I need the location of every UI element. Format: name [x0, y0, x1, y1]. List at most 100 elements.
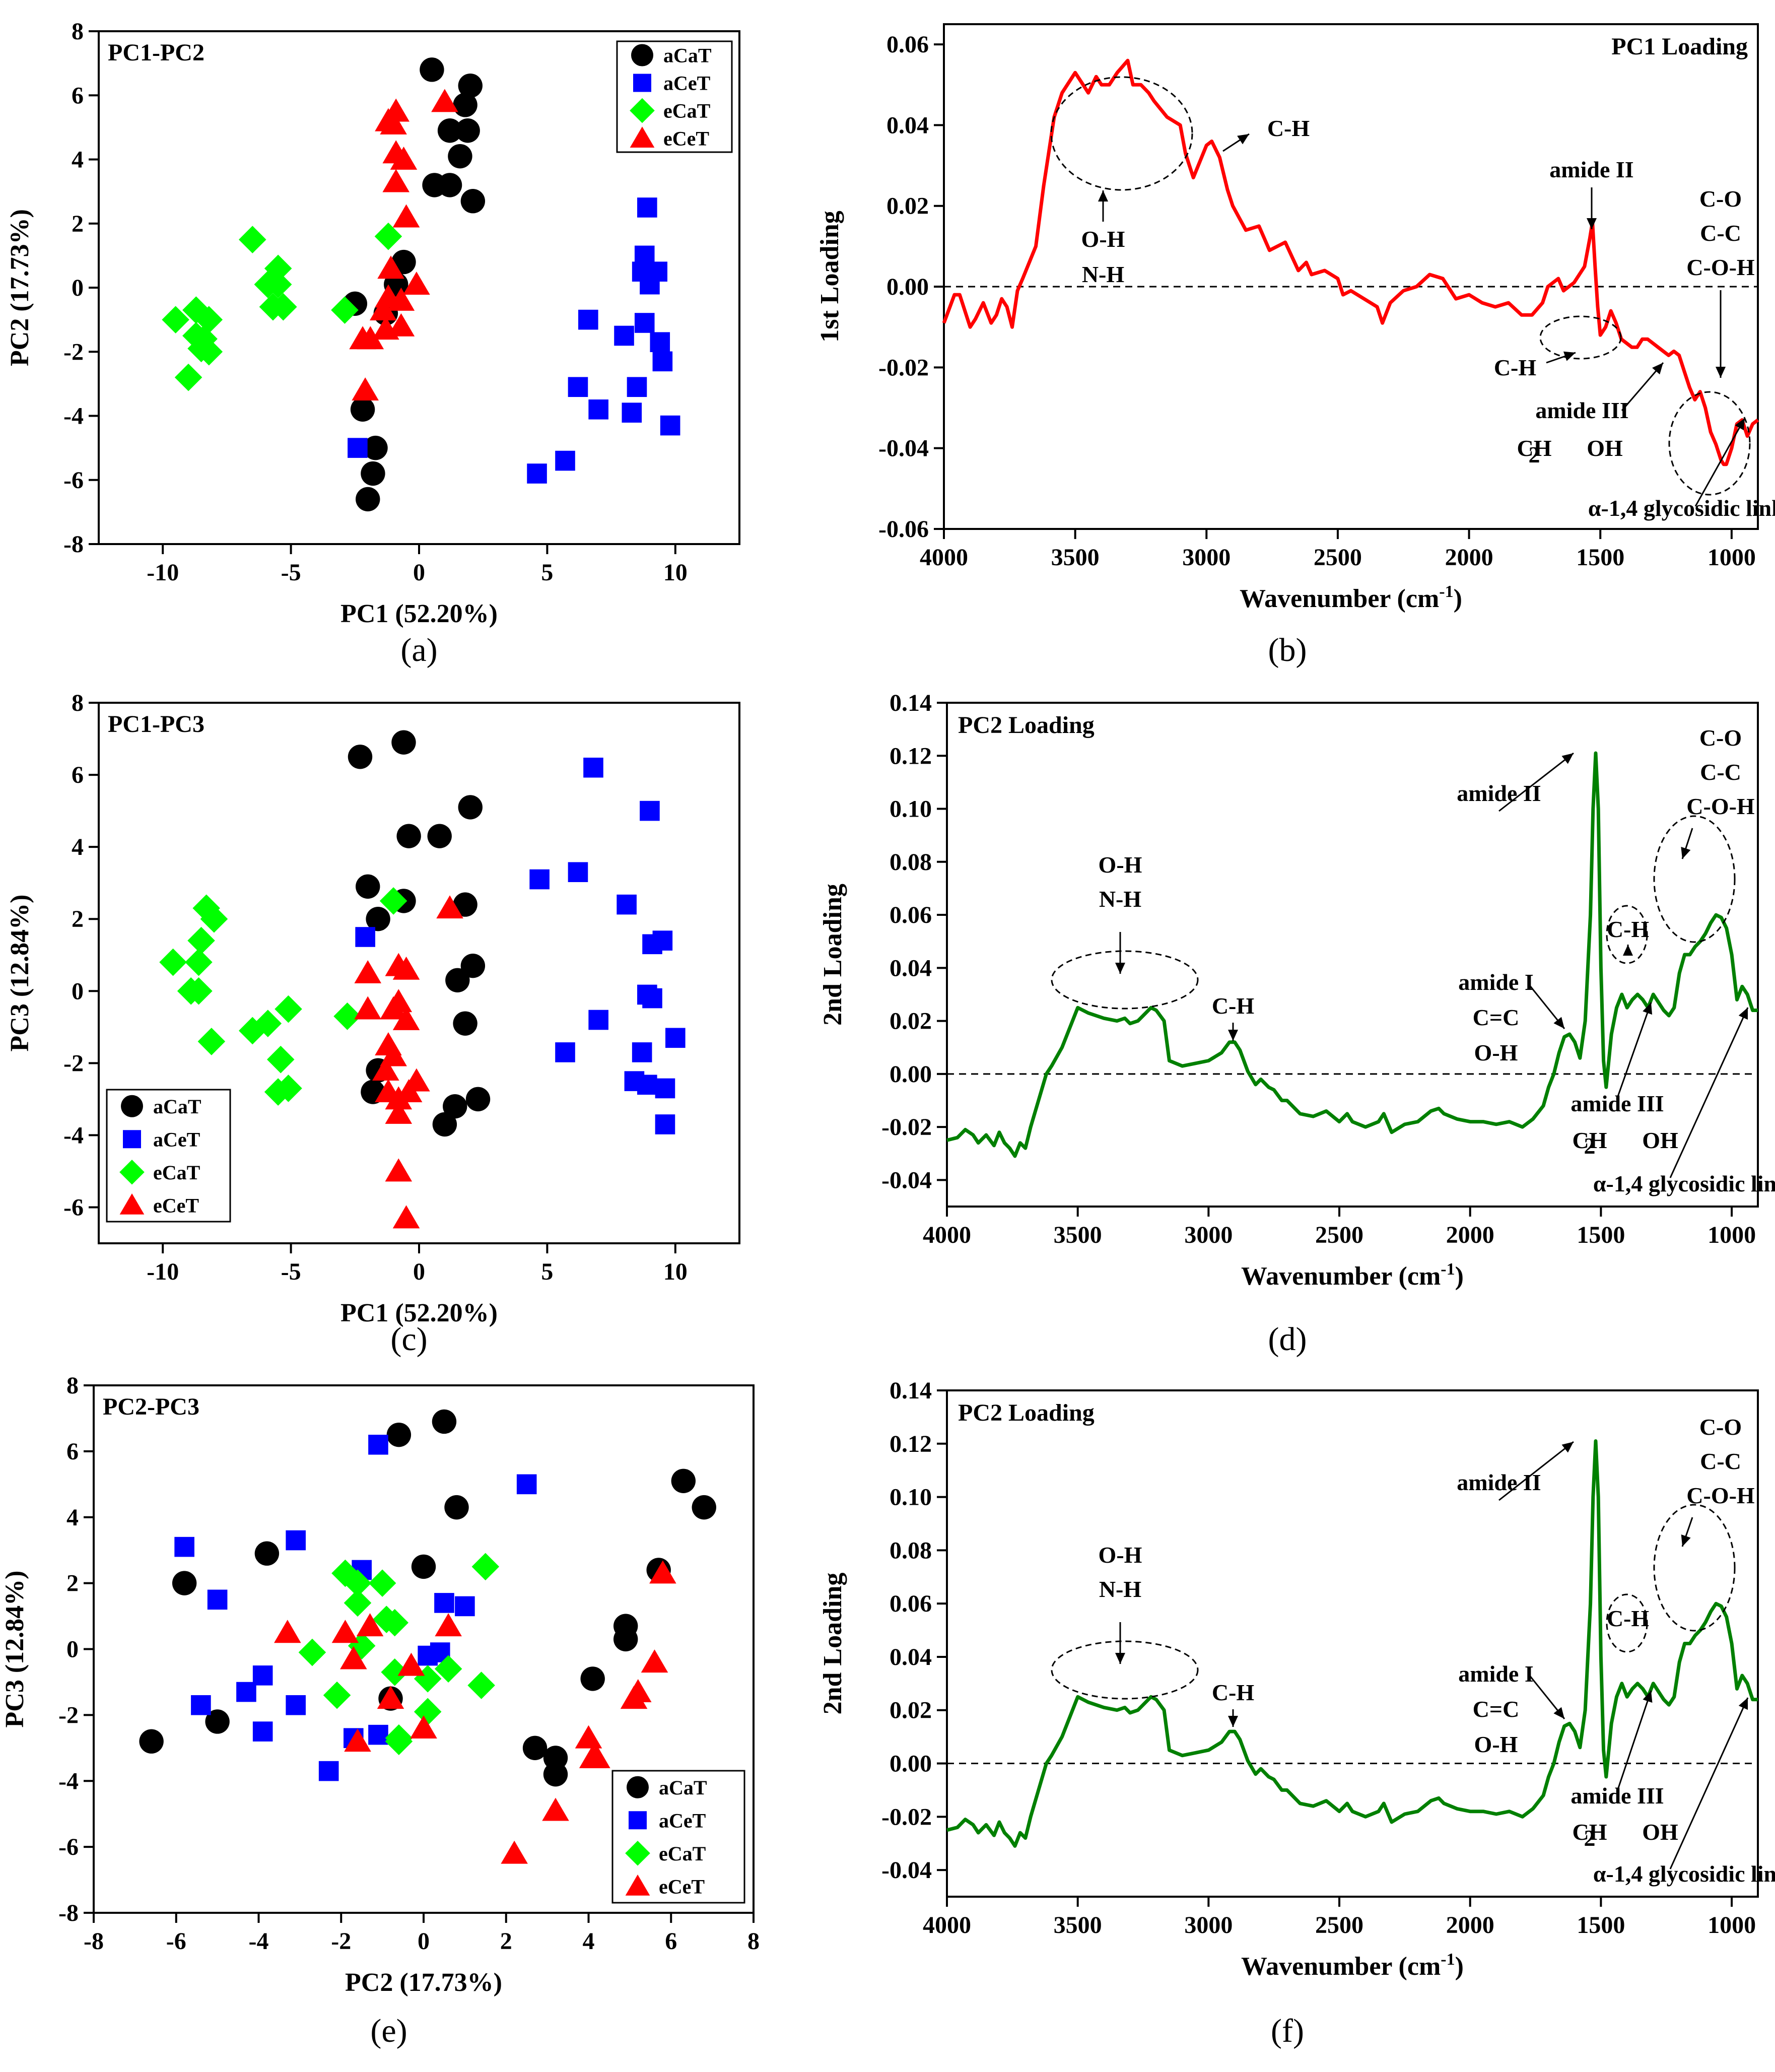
y-tick-label: -2: [63, 339, 84, 365]
point-aCeT: [583, 757, 603, 778]
annotation-label: α-1,4 glycosidic linkage: [1588, 495, 1775, 521]
point-aCeT: [318, 1761, 339, 1781]
scatter-points: [139, 1409, 716, 1864]
annotation-label: CH: [1517, 435, 1552, 461]
annotation-label: C-C: [1700, 759, 1741, 785]
point-eCeT: [392, 1205, 420, 1229]
y-tick-label: -0.04: [881, 1857, 932, 1884]
chart-c: -10 -5 0 5 10 -6 -4 -2 0 2 4 6 8 PC1-PC3 PC1 (52.20%) P…: [6, 690, 740, 1327]
x-tick-label: 1000: [1708, 544, 1756, 571]
annotation-label: C-H: [1494, 355, 1537, 380]
annotation-arrow: [1616, 1690, 1652, 1793]
legend-marker-eCeT: [119, 1193, 145, 1215]
legend-label-aCeT: aCeT: [659, 1809, 706, 1832]
annotation-arrow: [1616, 1002, 1652, 1100]
x-axis-label-end: ): [1454, 584, 1462, 613]
legend-marker-eCaT: [119, 1159, 145, 1185]
point-eCaT: [187, 335, 215, 363]
annotation-label: C-O: [1699, 1414, 1742, 1440]
point-eCaT: [374, 222, 402, 250]
point-aCeT: [529, 869, 550, 890]
annotation-label: C-H: [1212, 993, 1255, 1019]
y-tick-label: -0.02: [881, 1803, 932, 1830]
legend-label-aCeT: aCeT: [153, 1128, 200, 1151]
annotation-label: O-H: [1099, 1542, 1142, 1568]
point-aCeT: [588, 399, 608, 420]
x-tick-label: 10: [663, 1258, 688, 1285]
plot-frame: [946, 702, 1759, 1208]
y-tick-label: 0.04: [890, 1644, 932, 1670]
point-aCeT: [568, 377, 588, 397]
annotation-arrow: [1669, 1697, 1749, 1869]
point-eCaT: [344, 1589, 372, 1617]
annotation-arrow: [1498, 752, 1574, 812]
x-tick-label: 2500: [1314, 544, 1362, 571]
point-aCeT: [434, 1593, 454, 1613]
x-tick-label: 2500: [1315, 1222, 1363, 1248]
x-tick-label: 2: [500, 1928, 512, 1955]
x-tick-label: 10: [663, 559, 688, 586]
chart-a: -10 -5 0 5 10 -8 -6 -4 -2 0 2 4 6 8 PC1-PC2 PC1 (52.20%…: [6, 18, 740, 628]
chart-title: PC1-PC3: [108, 711, 204, 738]
point-aCaT: [386, 1422, 412, 1447]
point-eCaT: [259, 293, 287, 321]
legend: aCaT aCeT eCaT eCeT: [611, 1770, 745, 1904]
loading-line: [946, 1439, 1758, 1848]
y-tick-label: 0.10: [890, 1484, 932, 1511]
point-aCeT: [652, 351, 673, 372]
annotation-arrowhead: [1681, 846, 1691, 859]
point-aCaT: [254, 1541, 280, 1566]
annotation-label: C-C: [1700, 1448, 1741, 1474]
chart-title: PC1-PC2: [108, 39, 204, 66]
annotation-arrowhead: [1643, 1691, 1653, 1703]
y-tick-label: 0.00: [886, 274, 929, 300]
x-axis-label: Wavenumber (cm-1): [1241, 1260, 1464, 1291]
annotation-subscript: 2: [1529, 442, 1540, 467]
point-eCaT: [264, 1078, 292, 1106]
legend-label-aCaT: aCaT: [659, 1776, 707, 1799]
point-eCeT: [385, 1100, 413, 1124]
x-axis-label: PC1 (52.20%): [340, 1299, 498, 1327]
annotation-arrow: [1498, 1441, 1574, 1501]
legend-label-aCeT: aCeT: [663, 72, 711, 95]
annotation-arrowhead: [1561, 1442, 1574, 1453]
point-aCeT: [637, 1075, 657, 1095]
annotation-label: O-H: [1474, 1040, 1518, 1065]
point-aCaT: [671, 1468, 696, 1493]
point-eCeT: [436, 895, 463, 919]
point-aCeT: [637, 197, 657, 218]
x-tick-label: 1500: [1577, 1222, 1625, 1248]
x-tick-label: -5: [281, 559, 301, 586]
point-eCaT: [239, 226, 266, 253]
chart-title: PC2-PC3: [103, 1393, 199, 1420]
y-tick-label: 8: [72, 690, 84, 716]
point-aCaT: [443, 1094, 467, 1119]
y-tick-label: 0.10: [890, 796, 932, 823]
y-tick-label: 0.02: [890, 1008, 932, 1035]
x-tick-label: 1500: [1576, 544, 1624, 571]
y-tick-label: 0.00: [890, 1751, 932, 1777]
y-tick-label: -0.06: [878, 516, 929, 543]
annotation-label: O-H: [1474, 1731, 1518, 1757]
annotation-label: C-H: [1607, 1606, 1650, 1631]
x-tick-label: 6: [665, 1928, 677, 1955]
annotation-label: amide II: [1457, 1469, 1541, 1495]
y-axis-label: 1st Loading: [815, 211, 844, 343]
point-eCaT: [239, 1017, 266, 1045]
point-aCaT: [432, 1409, 457, 1434]
point-eCeT: [382, 98, 410, 122]
point-eCeT: [382, 169, 410, 192]
point-eCeT: [403, 272, 430, 295]
annotation-arrowhead: [1228, 1716, 1238, 1727]
point-eCaT: [182, 296, 210, 324]
legend-label-aCaT: aCaT: [153, 1095, 201, 1118]
point-aCeT: [647, 261, 667, 282]
x-tick-label: 1000: [1708, 1912, 1756, 1939]
chart-e: -8 -6 -4 -2 0 2 4 6 8 -8 -6 -4 -2 0 2 4 6 8 PC2-PC3 PC2 (17…: [1, 1372, 760, 1997]
annotation-label: OH: [1642, 1127, 1678, 1153]
point-eCeT: [377, 1686, 404, 1709]
x-tick-label: 3000: [1184, 1912, 1233, 1939]
x-tick-label: 0: [418, 1928, 430, 1955]
annotation-arrow: [1669, 1007, 1749, 1178]
